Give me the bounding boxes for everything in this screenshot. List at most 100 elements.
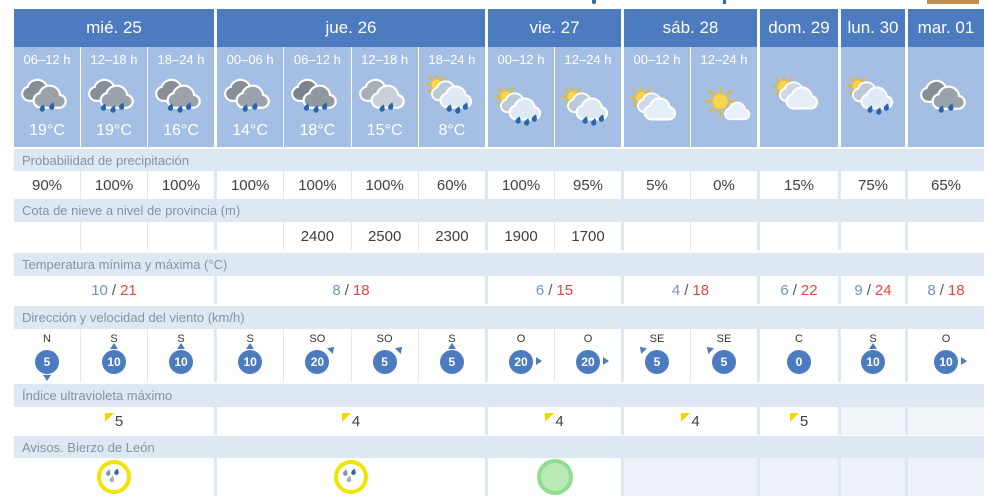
period-temperature: 18°C <box>299 122 336 139</box>
uv-flag-icon <box>789 412 799 422</box>
wind-badge: 5 <box>635 344 679 378</box>
uv-index-cell: 4 <box>624 407 757 435</box>
row-label-wind: Dirección y velocidad del viento (km/h) <box>14 306 984 329</box>
snow-level-value <box>624 222 690 250</box>
precip-probability-value: 60% <box>418 171 485 199</box>
precip-probability-value: 100% <box>351 171 418 199</box>
wind-direction-label: S <box>869 333 877 345</box>
uv-index-cell: 5 <box>760 407 838 435</box>
snow-level-value <box>81 222 147 250</box>
time-range-label: 00–12 h <box>497 52 545 67</box>
weather-sun-rain-icon <box>845 47 901 147</box>
temp-separator: / <box>684 281 689 299</box>
wind-cell: SE 5 <box>691 329 757 382</box>
row-label-snow: Cota de nieve a nivel de provincia (m) <box>14 199 984 222</box>
weather-rain-heavy-icon <box>153 69 209 122</box>
day-group: jue. 26 <box>217 9 485 47</box>
warning-cell <box>908 458 984 496</box>
day-group: 00–12 h 12–24 h <box>488 47 621 147</box>
weather-rain-light-icon <box>357 69 413 122</box>
weather-sun-small-cloud-icon <box>696 69 752 147</box>
precip-probability-value: 100% <box>217 171 284 199</box>
warning-rain-icon <box>334 460 368 494</box>
hour-cell <box>908 47 984 147</box>
precip-probability-value: 100% <box>148 171 214 199</box>
uv-index-value: 4 <box>351 412 361 430</box>
wind-cell: S 10 <box>148 329 214 382</box>
weather-rain-icon <box>19 69 75 122</box>
temp-separator: / <box>344 281 349 299</box>
day-group: N 5 S 10 S 10 <box>14 329 214 382</box>
uv-index-value: 5 <box>799 412 809 430</box>
wind-speed-badge: 10 <box>238 350 263 374</box>
wind-direction-label: O <box>516 333 526 345</box>
hour-cell: 00–12 h <box>488 47 554 147</box>
wind-badge: 20 <box>499 346 543 378</box>
wind-speed-badge: 0 <box>787 350 811 374</box>
time-range-label: 18–24 h <box>157 52 205 67</box>
minmax-temp-cell: 8/18 <box>908 276 984 304</box>
day-group <box>841 407 905 435</box>
day-group: O 10 <box>908 329 984 382</box>
weather-sun-rain-icon <box>424 69 480 122</box>
day-group: 4 <box>217 407 485 435</box>
time-range-label: 18–24 h <box>428 52 476 67</box>
minmax-temp-row: 10/21 8/18 6/15 4/18 6/22 9/24 8/18 <box>14 276 984 304</box>
warning-none-icon <box>536 459 573 495</box>
time-range-label: 06–12 h <box>23 52 71 67</box>
day-group: mié. 25 <box>14 9 214 47</box>
day-group <box>908 407 984 435</box>
time-range-label: 12–24 h <box>564 52 612 67</box>
minmax-temp-cell: 6/15 <box>488 276 621 304</box>
day-group <box>760 458 838 496</box>
day-group: 4 <box>624 407 757 435</box>
wind-cell: O 20 <box>555 329 621 382</box>
warning-cell <box>14 458 214 496</box>
day-group <box>217 458 485 496</box>
wind-direction-arrow-icon <box>961 357 967 365</box>
day-group <box>488 458 621 496</box>
weather-rain-icon <box>918 47 974 147</box>
wind-direction-label: SE <box>716 333 732 345</box>
time-range-label: 06–12 h <box>293 52 341 67</box>
uv-index-cell: 4 <box>488 407 621 435</box>
wind-cell: SO 20 <box>284 329 351 382</box>
precip-probability-value: 5% <box>624 171 690 199</box>
temp-min-value: 10 <box>91 281 108 299</box>
temp-separator: / <box>939 281 944 299</box>
temp-max-value: 15 <box>556 281 574 299</box>
wind-direction-label: SE <box>649 333 665 345</box>
uv-flag-icon <box>341 412 351 422</box>
day-group: 5 <box>760 407 838 435</box>
clipped-link-fragment <box>723 0 726 4</box>
day-group: 15% <box>760 171 838 199</box>
day-group: vie. 27 <box>488 9 621 47</box>
wind-direction-arrow-icon <box>394 344 405 354</box>
snow-level-value <box>217 222 284 250</box>
wind-direction-arrow-icon <box>704 344 714 354</box>
precip-probability-value: 95% <box>555 171 621 199</box>
wind-cell: S 10 <box>81 329 147 382</box>
wind-cell: O 20 <box>488 329 554 382</box>
uv-index-cell: 4 <box>217 407 485 435</box>
day-header: vie. 27 <box>488 9 621 47</box>
row-label-precip: Probabilidad de precipitación <box>14 149 984 171</box>
temp-max-value: 18 <box>352 281 370 299</box>
day-group: lun. 30 <box>841 9 905 47</box>
minmax-temp-cell: 10/21 <box>14 276 214 304</box>
precip-probability-value: 100% <box>284 171 351 199</box>
day-group: 6/15 <box>488 276 621 304</box>
precip-values-row: 90% 100% 100% 100% 100% 100% 60% 100% 95% 5% 0% 15%… <box>14 171 984 199</box>
day-group <box>841 222 905 250</box>
clipped-button-fragment[interactable] <box>927 0 979 4</box>
day-group: 1900 1700 <box>488 222 621 250</box>
precip-probability-value: 90% <box>14 171 80 199</box>
day-group: 00–12 h 12–24 h <box>624 47 757 147</box>
day-header: lun. 30 <box>841 9 905 47</box>
day-group: 4 <box>488 407 621 435</box>
snow-level-value: 2500 <box>351 222 418 250</box>
uv-index-value: 4 <box>555 412 564 430</box>
wind-direction-label: N <box>43 333 51 345</box>
